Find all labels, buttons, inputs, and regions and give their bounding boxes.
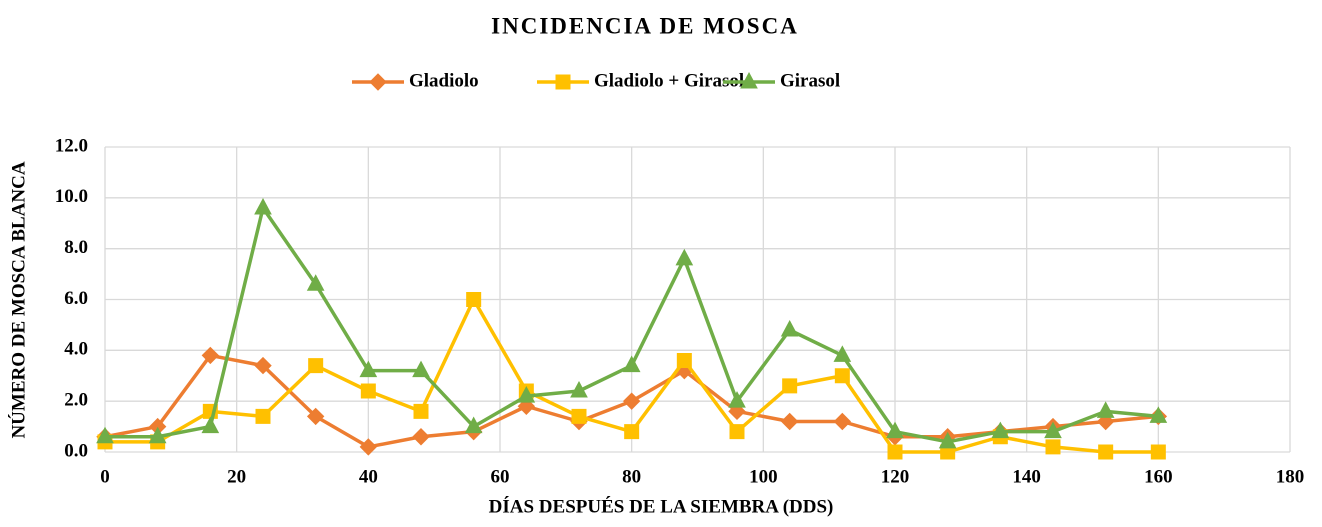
x-tick-label: 20: [227, 466, 246, 487]
marker: [570, 380, 588, 398]
marker: [1045, 439, 1061, 455]
marker: [1149, 406, 1168, 423]
marker: [624, 424, 640, 440]
x-axis-title: DÍAS DESPUÉS DE LA SIEMBRA (DDS): [489, 495, 834, 517]
x-tick-label: 120: [881, 466, 910, 487]
marker: [887, 444, 903, 460]
marker: [676, 353, 692, 368]
marker: [360, 383, 376, 399]
marker: [1044, 421, 1062, 439]
x-tick-label: 40: [359, 466, 378, 487]
marker: [1096, 401, 1115, 418]
chart-title: INCIDENCIA DE MOSCA: [491, 13, 799, 38]
marker: [369, 73, 387, 91]
marker: [517, 386, 536, 403]
x-tick-label: 180: [1276, 466, 1305, 487]
y-tick-label: 10.0: [55, 186, 88, 207]
x-tick-label: 80: [622, 466, 641, 487]
marker: [254, 197, 272, 215]
marker: [780, 412, 799, 431]
y-tick-label: 6.0: [64, 288, 88, 309]
marker: [740, 71, 758, 89]
marker: [466, 292, 482, 307]
marker: [254, 356, 272, 375]
marker: [780, 319, 799, 337]
legend-label: Gladiolo: [409, 70, 479, 91]
marker: [728, 391, 746, 408]
marker: [622, 392, 641, 410]
x-tick-label: 140: [1012, 466, 1041, 487]
marker: [413, 403, 429, 419]
marker: [464, 416, 483, 434]
marker: [359, 360, 378, 378]
y-tick-label: 8.0: [64, 237, 88, 258]
marker: [938, 431, 957, 449]
marker: [991, 421, 1010, 439]
marker: [412, 360, 430, 378]
marker: [833, 412, 852, 431]
marker: [96, 426, 114, 444]
marker: [886, 421, 904, 439]
marker: [675, 248, 694, 266]
marker: [201, 346, 220, 365]
marker: [359, 438, 378, 456]
x-tick-label: 60: [491, 466, 510, 487]
marker: [1150, 444, 1166, 460]
marker: [622, 355, 641, 373]
marker: [201, 416, 220, 434]
marker: [729, 424, 745, 440]
y-tick-label: 2.0: [64, 390, 88, 411]
marker: [571, 408, 587, 424]
marker: [555, 74, 571, 90]
legend-item: Gladiolo: [352, 70, 479, 91]
marker: [412, 428, 430, 446]
y-tick-label: 0.0: [64, 440, 88, 461]
marker: [306, 407, 325, 426]
marker: [1098, 444, 1114, 460]
marker: [308, 358, 324, 374]
marker: [834, 368, 850, 384]
x-tick-label: 100: [749, 466, 778, 487]
marker: [782, 378, 798, 394]
marker: [833, 345, 852, 362]
marker: [148, 426, 167, 444]
y-tick-label: 12.0: [55, 135, 88, 156]
y-axis-title: NÚMERO DE MOSCA BLANCA: [7, 161, 29, 438]
y-tick-label: 4.0: [64, 339, 88, 360]
x-tick-label: 0: [100, 466, 110, 487]
marker: [255, 408, 271, 424]
legend-item: Girasol: [723, 70, 840, 91]
legend-label: Girasol: [780, 70, 840, 91]
x-tick-label: 160: [1144, 466, 1173, 487]
legend-item: Gladiolo + Girasol: [537, 70, 744, 91]
marker: [306, 274, 325, 291]
legend-label: Gladiolo + Girasol: [594, 70, 744, 91]
